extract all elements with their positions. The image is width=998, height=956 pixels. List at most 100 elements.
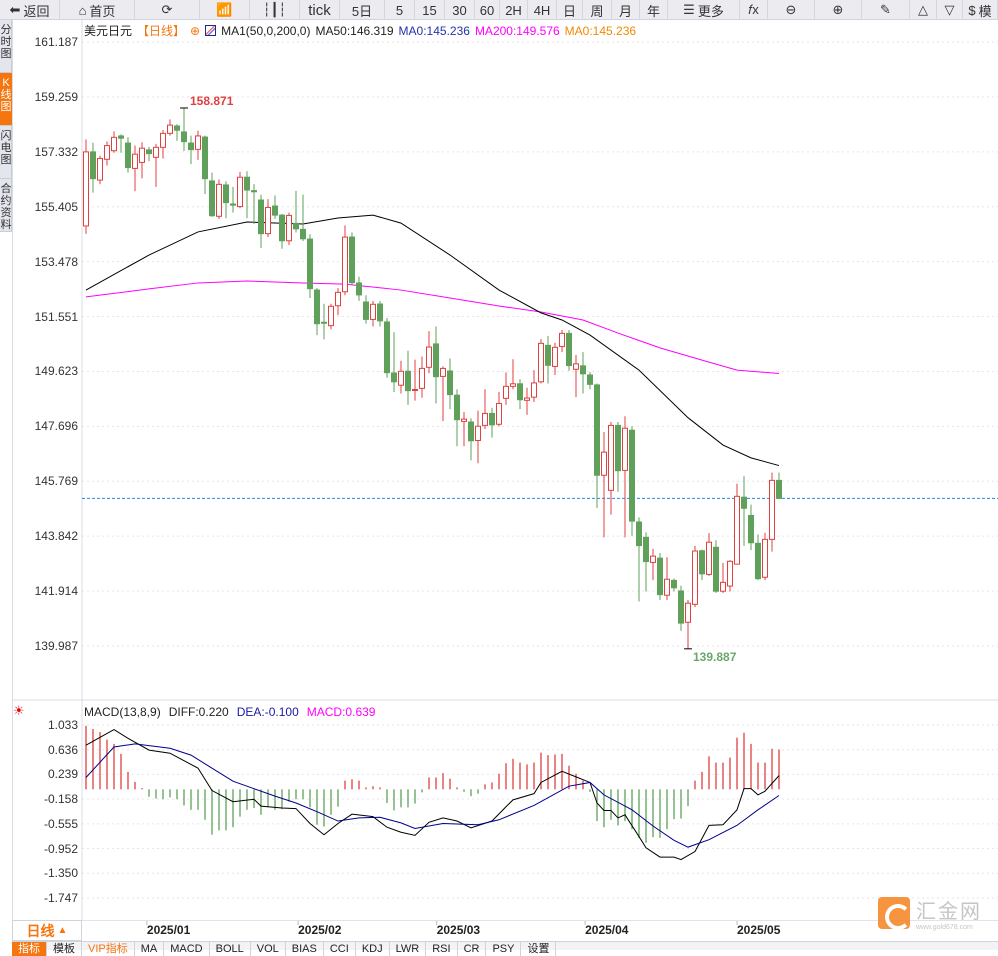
candle-body [216,183,222,217]
toolbar-button-pencil[interactable]: ✎ [862,0,910,20]
candle [734,483,740,565]
candle-body [293,222,299,230]
macd-settings-icon[interactable]: ☀ [13,703,25,718]
tab-vip指标[interactable]: VIP指标 [82,942,135,956]
candle [279,213,285,249]
candle [251,184,257,224]
sidebar-tab-1[interactable]: K线图 [0,73,12,126]
toolbar-button-返回[interactable]: ⬅ 返回 [0,0,60,20]
candle-body [146,149,152,155]
candle [216,179,222,219]
candle [328,303,334,330]
candle-body [524,397,530,401]
candle [188,135,194,165]
tab-模板[interactable]: 模板 [47,942,82,956]
toolbar-button-5日[interactable]: 5日 [340,0,385,20]
candle [755,534,761,581]
candle [314,288,320,336]
toolbar-button-tick[interactable]: tick [300,0,340,20]
candle [356,276,362,301]
candle [608,421,614,515]
candle-body [706,541,712,575]
tab-指标[interactable]: 指标 [12,942,47,956]
candle [496,392,502,427]
crosshair-icon[interactable]: ⊕ [190,23,201,38]
pencil-icon: ✎ [880,2,891,17]
candle [426,331,432,374]
tab-kdj[interactable]: KDJ [356,942,390,956]
candle-body [510,383,516,387]
indicator-icon[interactable] [205,25,217,36]
candle [447,358,453,410]
toolbar-button-line-chart[interactable]: 📶 [200,0,250,20]
sidebar: 分时图 K线图 闪电图 合约资料 [0,20,12,232]
date-label: 2025/03 [436,923,481,937]
toolbar-button-zoom-out[interactable]: ⊖ [768,0,815,20]
candle-body [356,282,362,296]
sidebar-tab-2[interactable]: 闪电图 [0,126,12,179]
tab-rsi[interactable]: RSI [426,942,458,956]
toolbar-button-5[interactable]: 5 [385,0,415,20]
toolbar-button-15[interactable]: 15 [415,0,445,20]
triangle-up-icon: ▲ [57,925,68,936]
period-selector[interactable]: 日线 ▲ [12,920,82,941]
candle [580,352,586,394]
candle-body [629,429,635,522]
sidebar-tab-3[interactable]: 合约资料 [0,179,12,232]
toolbar-button-日[interactable]: 日 [557,0,583,20]
candle-body [496,402,502,425]
candle [601,431,607,538]
toolbar-button-更多[interactable]: ☰ 更多 [668,0,740,20]
ma-indicator-name: MA1(50,0,200,0) [221,23,311,38]
toolbar-label: 首页 [89,3,116,19]
toolbar-button-年[interactable]: 年 [640,0,668,20]
candle [223,181,229,219]
candle [419,356,425,398]
candle-body [314,289,320,325]
candle [377,300,383,327]
candle-body [538,342,544,383]
dea-line [85,743,780,848]
candle [643,532,649,592]
candle [237,171,243,209]
toolbar-label: 周 [590,3,604,19]
tab-macd[interactable]: MACD [164,942,210,956]
toolbar-button-4H[interactable]: 4H [528,0,557,20]
toolbar-button-2H[interactable]: 2H [500,0,528,20]
toolbar-button-月[interactable]: 月 [612,0,640,20]
toolbar-button-refresh[interactable]: ⟳ [135,0,200,20]
dollar-icon: $ [968,2,976,18]
tab-cci[interactable]: CCI [324,942,356,956]
toolbar-button-zoom-in[interactable]: ⊕ [815,0,862,20]
candle-body [300,228,306,240]
toolbar-button-triangle-down[interactable]: ▽ [937,0,963,20]
tab-lwr[interactable]: LWR [390,942,427,956]
toolbar-button-candlestick[interactable]: ┆┃┆ [250,0,300,20]
toolbar-button-30[interactable]: 30 [445,0,475,20]
tab-vol[interactable]: VOL [251,942,286,956]
candle-body [734,495,740,565]
date-label: 2025/02 [298,923,342,937]
toolbar-button-周[interactable]: 周 [583,0,612,20]
toolbar-button-首页[interactable]: ⌂ 首页 [60,0,135,20]
toolbar-button-triangle-up[interactable]: △ [910,0,937,20]
toolbar-button-60[interactable]: 60 [475,0,500,20]
price-tick-label: 143.842 [34,529,78,544]
toolbar-label: 返回 [23,3,50,19]
candle [349,232,355,286]
sidebar-tab-0[interactable]: 分时图 [0,20,12,73]
candle-body [594,384,600,476]
candle [622,416,628,538]
toolbar-button-fx[interactable]: 𝑓x [740,0,768,20]
toolbar-label: 月 [618,3,632,19]
candle-body [188,142,194,151]
candle [153,143,159,187]
tab-ma[interactable]: MA [135,942,165,956]
indicator-tabs: 指标 模板 VIP指标 MA MACD BOLL VOL BIAS CCI KDJ LWR RSI CR… [12,941,998,956]
tab-boll[interactable]: BOLL [210,942,251,956]
tab-设置[interactable]: 设置 [521,942,557,956]
tab-psy[interactable]: PSY [486,942,522,956]
tab-cr[interactable]: CR [458,942,487,956]
tab-bias[interactable]: BIAS [286,942,324,956]
